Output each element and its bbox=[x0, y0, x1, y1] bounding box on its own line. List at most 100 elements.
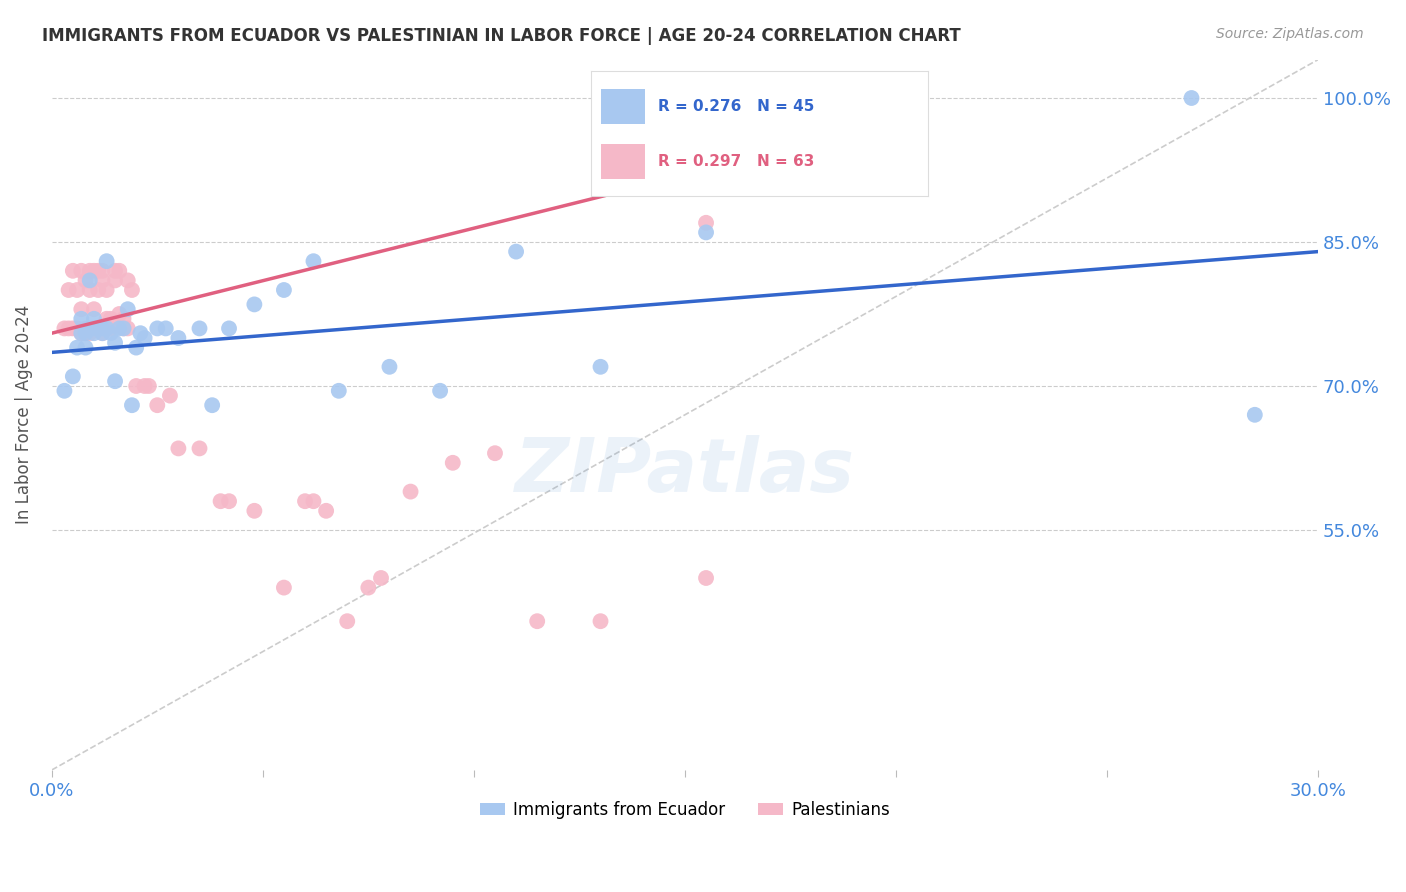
Point bbox=[83, 326, 105, 341]
Point bbox=[58, 321, 80, 335]
Point bbox=[146, 398, 169, 412]
Point bbox=[79, 326, 101, 341]
Point bbox=[96, 283, 118, 297]
Point bbox=[695, 226, 717, 240]
Point bbox=[112, 311, 135, 326]
Point bbox=[201, 398, 224, 412]
Text: IMMIGRANTS FROM ECUADOR VS PALESTINIAN IN LABOR FORCE | AGE 20-24 CORRELATION CH: IMMIGRANTS FROM ECUADOR VS PALESTINIAN I… bbox=[42, 27, 960, 45]
Point bbox=[370, 571, 392, 585]
Text: ZIPatlas: ZIPatlas bbox=[515, 435, 855, 508]
Point bbox=[70, 302, 93, 317]
Legend: Immigrants from Ecuador, Palestinians: Immigrants from Ecuador, Palestinians bbox=[472, 794, 897, 826]
Point bbox=[83, 302, 105, 317]
Point bbox=[70, 311, 93, 326]
Point bbox=[167, 442, 190, 456]
Point bbox=[87, 321, 110, 335]
Point bbox=[108, 264, 131, 278]
Point bbox=[70, 264, 93, 278]
Point bbox=[294, 494, 316, 508]
Point bbox=[302, 494, 325, 508]
Y-axis label: In Labor Force | Age 20-24: In Labor Force | Age 20-24 bbox=[15, 305, 32, 524]
Point bbox=[315, 504, 337, 518]
Point bbox=[75, 341, 97, 355]
Point bbox=[155, 321, 177, 335]
Point bbox=[104, 335, 127, 350]
Point bbox=[484, 446, 506, 460]
Point bbox=[125, 379, 148, 393]
Point bbox=[108, 321, 131, 335]
Point bbox=[83, 264, 105, 278]
Point bbox=[53, 321, 76, 335]
Point bbox=[129, 326, 152, 341]
Point bbox=[273, 283, 295, 297]
Text: Source: ZipAtlas.com: Source: ZipAtlas.com bbox=[1216, 27, 1364, 41]
Point bbox=[1180, 91, 1202, 105]
Point bbox=[70, 326, 93, 341]
Point bbox=[91, 326, 114, 341]
Point bbox=[336, 614, 359, 628]
Bar bbox=[600, 89, 644, 124]
Point bbox=[112, 321, 135, 335]
Point bbox=[429, 384, 451, 398]
Point bbox=[75, 273, 97, 287]
Point bbox=[62, 321, 84, 335]
Point bbox=[66, 321, 89, 335]
Point bbox=[87, 321, 110, 335]
Point bbox=[218, 494, 240, 508]
Point bbox=[75, 326, 97, 341]
Point bbox=[695, 216, 717, 230]
Point bbox=[79, 283, 101, 297]
Point bbox=[117, 302, 139, 317]
Bar bbox=[600, 144, 644, 178]
Point bbox=[104, 264, 127, 278]
Point bbox=[70, 326, 93, 341]
Point bbox=[505, 244, 527, 259]
Point bbox=[399, 484, 422, 499]
Point bbox=[96, 311, 118, 326]
Text: R = 0.276   N = 45: R = 0.276 N = 45 bbox=[658, 99, 814, 114]
Point bbox=[218, 321, 240, 335]
Point bbox=[104, 374, 127, 388]
Point bbox=[83, 311, 105, 326]
Point bbox=[188, 442, 211, 456]
Point bbox=[328, 384, 350, 398]
Point bbox=[134, 379, 156, 393]
Point bbox=[104, 273, 127, 287]
Point bbox=[62, 264, 84, 278]
Point bbox=[83, 321, 105, 335]
Point bbox=[159, 388, 181, 402]
Point bbox=[100, 321, 122, 335]
Point bbox=[209, 494, 232, 508]
Point bbox=[108, 307, 131, 321]
Point bbox=[53, 384, 76, 398]
Point bbox=[302, 254, 325, 268]
Point bbox=[117, 321, 139, 335]
Point bbox=[125, 341, 148, 355]
Point bbox=[79, 273, 101, 287]
Point bbox=[112, 321, 135, 335]
Point bbox=[100, 326, 122, 341]
Point bbox=[58, 283, 80, 297]
Point bbox=[75, 326, 97, 341]
Point bbox=[96, 254, 118, 268]
Text: R = 0.297   N = 63: R = 0.297 N = 63 bbox=[658, 153, 814, 169]
Point bbox=[441, 456, 464, 470]
Point bbox=[378, 359, 401, 374]
Point bbox=[273, 581, 295, 595]
Point bbox=[75, 321, 97, 335]
Point bbox=[589, 359, 612, 374]
Point bbox=[167, 331, 190, 345]
Point bbox=[79, 321, 101, 335]
Point bbox=[100, 311, 122, 326]
Point bbox=[243, 504, 266, 518]
Point bbox=[1243, 408, 1265, 422]
Point bbox=[117, 273, 139, 287]
Point bbox=[91, 273, 114, 287]
Point bbox=[134, 331, 156, 345]
Point bbox=[83, 321, 105, 335]
Point bbox=[96, 321, 118, 335]
Point bbox=[91, 264, 114, 278]
Point bbox=[121, 398, 143, 412]
Point bbox=[87, 264, 110, 278]
Point bbox=[589, 614, 612, 628]
